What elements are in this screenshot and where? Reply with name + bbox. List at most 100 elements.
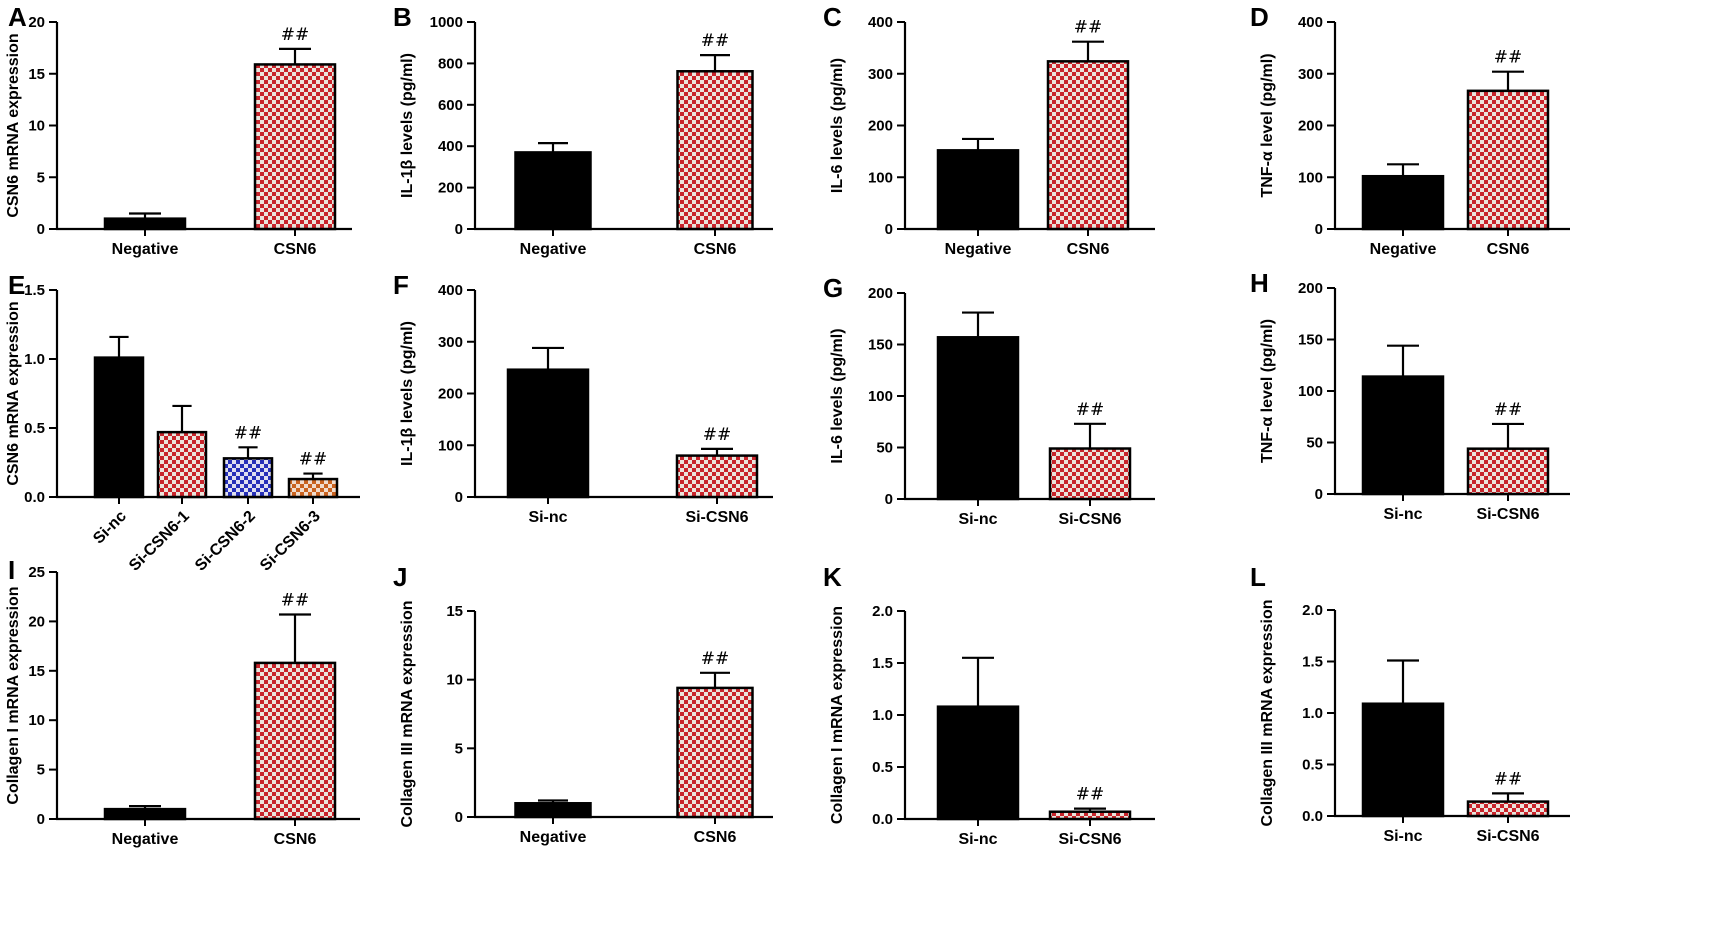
x-category-label: Negative	[112, 831, 179, 848]
chart-panel-h: H 0 50 100 150 200 TNF-α level (pg/ml) Si-nc Si-…	[1250, 268, 1570, 523]
chart-panel-g: G 0 50 100 150 200 IL-6 levels (pg/ml) Si-nc Si-…	[823, 273, 1155, 528]
y-tick-label: 1.0	[24, 351, 45, 368]
y-tick-label: 0	[37, 811, 45, 828]
y-tick-label: 0.0	[24, 489, 45, 506]
x-category-label: Si-nc	[1383, 506, 1422, 523]
y-tick-label: 200	[868, 285, 893, 302]
x-category-label: Negative	[520, 829, 587, 846]
x-category-label: CSN6	[274, 831, 317, 848]
x-category-label: Negative	[520, 241, 587, 258]
chart-panel-l: L 0.0 0.5 1.0 1.5 2.0 Collagen III mRNA expres…	[1250, 562, 1570, 845]
y-tick-label: 100	[868, 169, 893, 186]
bar-csn6	[1466, 89, 1550, 231]
y-axis-title: IL-1β levels (pg/ml)	[399, 53, 416, 198]
y-tick-label: 400	[438, 282, 463, 299]
y-axis-title: IL-1β levels (pg/ml)	[399, 321, 416, 466]
y-tick-label: 0.5	[1302, 757, 1323, 774]
bar-negative	[514, 802, 592, 819]
x-category-label: CSN6	[1067, 241, 1110, 258]
panel-letter: C	[823, 2, 842, 32]
x-category-label: CSN6	[1487, 241, 1530, 258]
x-category-label: Negative	[112, 241, 179, 258]
panel-letter: D	[1250, 2, 1269, 32]
y-tick-label: 200	[868, 118, 893, 135]
significance-mark: ##	[1076, 785, 1105, 805]
y-axis-title: IL-6 levels (pg/ml)	[829, 328, 846, 463]
y-tick-label: 1.5	[872, 655, 893, 672]
y-axis-title: Collagen I mRNA expression	[5, 586, 22, 804]
y-tick-label: 0.0	[1302, 808, 1323, 825]
significance-mark: ##	[1076, 400, 1105, 420]
x-category-label: CSN6	[694, 241, 737, 258]
bar-negative	[936, 149, 1020, 231]
x-category-label: Si-nc	[90, 508, 130, 548]
panel-letter: H	[1250, 268, 1269, 298]
y-tick-label: 0	[1315, 486, 1323, 503]
y-tick-label: 10	[446, 672, 463, 689]
y-tick-label: 5	[37, 169, 45, 186]
y-tick-label: 25	[28, 564, 45, 581]
significance-mark: ##	[1494, 769, 1523, 789]
y-tick-label: 0.5	[872, 759, 893, 776]
x-category-label: Si-nc	[958, 831, 997, 848]
x-category-label: Si-nc	[528, 509, 567, 526]
chart-panel-i: I 0 5 10 15 20 25 Collagen I mRNA expression Neg…	[5, 555, 360, 848]
y-tick-label: 1.0	[1302, 705, 1323, 722]
y-tick-label: 5	[37, 762, 45, 779]
bar-si-csn6	[1048, 447, 1132, 501]
y-tick-label: 15	[446, 603, 463, 620]
bar-negative	[103, 807, 187, 821]
significance-mark: ##	[1494, 48, 1523, 68]
significance-mark: ##	[703, 425, 732, 445]
bar-si-nc	[936, 705, 1020, 821]
x-category-label: Si-CSN6-1	[126, 508, 193, 575]
y-tick-label: 15	[28, 66, 45, 83]
y-tick-label: 20	[28, 14, 45, 31]
chart-panel-d: D 0 100 200 300 400 TNF-α level (pg/ml) Negativ…	[1250, 2, 1570, 258]
y-axis-title: TNF-α level (pg/ml)	[1259, 53, 1276, 197]
y-tick-label: 5	[455, 740, 463, 757]
bar-si-nc	[1361, 702, 1445, 818]
x-category-label: Si-nc	[1383, 828, 1422, 845]
y-axis-title: Collagen III mRNA expression	[1259, 599, 1276, 826]
x-category-label: Si-CSN6	[1058, 511, 1121, 528]
panel-letter: K	[823, 562, 842, 592]
y-tick-label: 200	[438, 386, 463, 403]
bar-csn6	[676, 686, 754, 819]
y-tick-label: 150	[868, 337, 893, 354]
bar-negative	[103, 217, 187, 231]
significance-mark: ##	[234, 423, 263, 443]
panel-letter: E	[8, 270, 25, 300]
x-category-label: CSN6	[274, 241, 317, 258]
significance-mark: ##	[281, 590, 310, 610]
x-category-label: Negative	[1370, 241, 1437, 258]
y-tick-label: 50	[876, 440, 893, 457]
y-tick-label: 20	[28, 613, 45, 630]
panel-letter: B	[393, 2, 412, 32]
y-tick-label: 150	[1298, 332, 1323, 349]
bar-si-csn6	[1048, 810, 1132, 821]
y-tick-label: 0	[885, 491, 893, 508]
x-category-label: CSN6	[694, 829, 737, 846]
y-tick-label: 0	[455, 809, 463, 826]
y-tick-label: 100	[868, 388, 893, 405]
panel-letter: F	[393, 270, 409, 300]
y-tick-label: 100	[1298, 383, 1323, 400]
bar-negative	[514, 151, 592, 231]
bar-si-nc	[936, 336, 1020, 501]
y-tick-label: 0	[37, 221, 45, 238]
y-tick-label: 10	[28, 118, 45, 135]
panel-letter: A	[8, 2, 27, 32]
bar-csn6	[1046, 60, 1130, 231]
y-tick-label: 1.5	[24, 282, 45, 299]
y-tick-label: 400	[438, 138, 463, 155]
y-axis-title: Collagen III mRNA expression	[399, 600, 416, 827]
y-tick-label: 300	[1298, 66, 1323, 83]
y-tick-label: 10	[28, 712, 45, 729]
significance-mark: ##	[281, 25, 310, 45]
bar-csn6	[253, 661, 337, 821]
y-tick-label: 15	[28, 663, 45, 680]
y-axis-title: CSN6 mRNA expression	[5, 33, 22, 217]
chart-panel-c: C 0 100 200 300 400 IL-6 levels (pg/ml) Negativ…	[823, 2, 1155, 258]
